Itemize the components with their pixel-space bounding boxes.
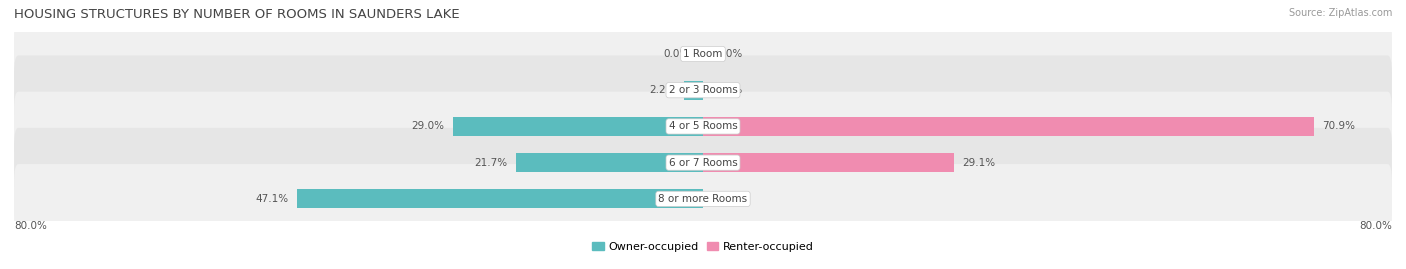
FancyBboxPatch shape xyxy=(14,92,1392,161)
Text: 4 or 5 Rooms: 4 or 5 Rooms xyxy=(669,121,737,132)
Bar xyxy=(298,189,703,208)
Text: 80.0%: 80.0% xyxy=(14,221,46,231)
Text: 29.1%: 29.1% xyxy=(962,158,995,168)
FancyBboxPatch shape xyxy=(14,55,1392,125)
Text: 47.1%: 47.1% xyxy=(256,194,288,204)
Bar xyxy=(516,153,703,172)
FancyBboxPatch shape xyxy=(14,128,1392,197)
Text: 6 or 7 Rooms: 6 or 7 Rooms xyxy=(669,158,737,168)
Bar xyxy=(703,117,1313,136)
Text: 29.0%: 29.0% xyxy=(412,121,444,132)
Text: 0.0%: 0.0% xyxy=(716,85,742,95)
Legend: Owner-occupied, Renter-occupied: Owner-occupied, Renter-occupied xyxy=(588,238,818,256)
Text: 70.9%: 70.9% xyxy=(1322,121,1355,132)
Text: 8 or more Rooms: 8 or more Rooms xyxy=(658,194,748,204)
Text: 0.0%: 0.0% xyxy=(664,49,690,59)
Bar xyxy=(453,117,703,136)
FancyBboxPatch shape xyxy=(14,19,1392,89)
Text: 80.0%: 80.0% xyxy=(1360,221,1392,231)
Text: 21.7%: 21.7% xyxy=(474,158,508,168)
Bar xyxy=(685,81,703,100)
FancyBboxPatch shape xyxy=(14,164,1392,233)
Text: 0.0%: 0.0% xyxy=(716,194,742,204)
Text: 0.0%: 0.0% xyxy=(716,49,742,59)
Bar xyxy=(703,153,953,172)
Text: 1 Room: 1 Room xyxy=(683,49,723,59)
Text: Source: ZipAtlas.com: Source: ZipAtlas.com xyxy=(1288,8,1392,18)
Text: 2.2%: 2.2% xyxy=(650,85,675,95)
Text: HOUSING STRUCTURES BY NUMBER OF ROOMS IN SAUNDERS LAKE: HOUSING STRUCTURES BY NUMBER OF ROOMS IN… xyxy=(14,8,460,21)
Text: 2 or 3 Rooms: 2 or 3 Rooms xyxy=(669,85,737,95)
